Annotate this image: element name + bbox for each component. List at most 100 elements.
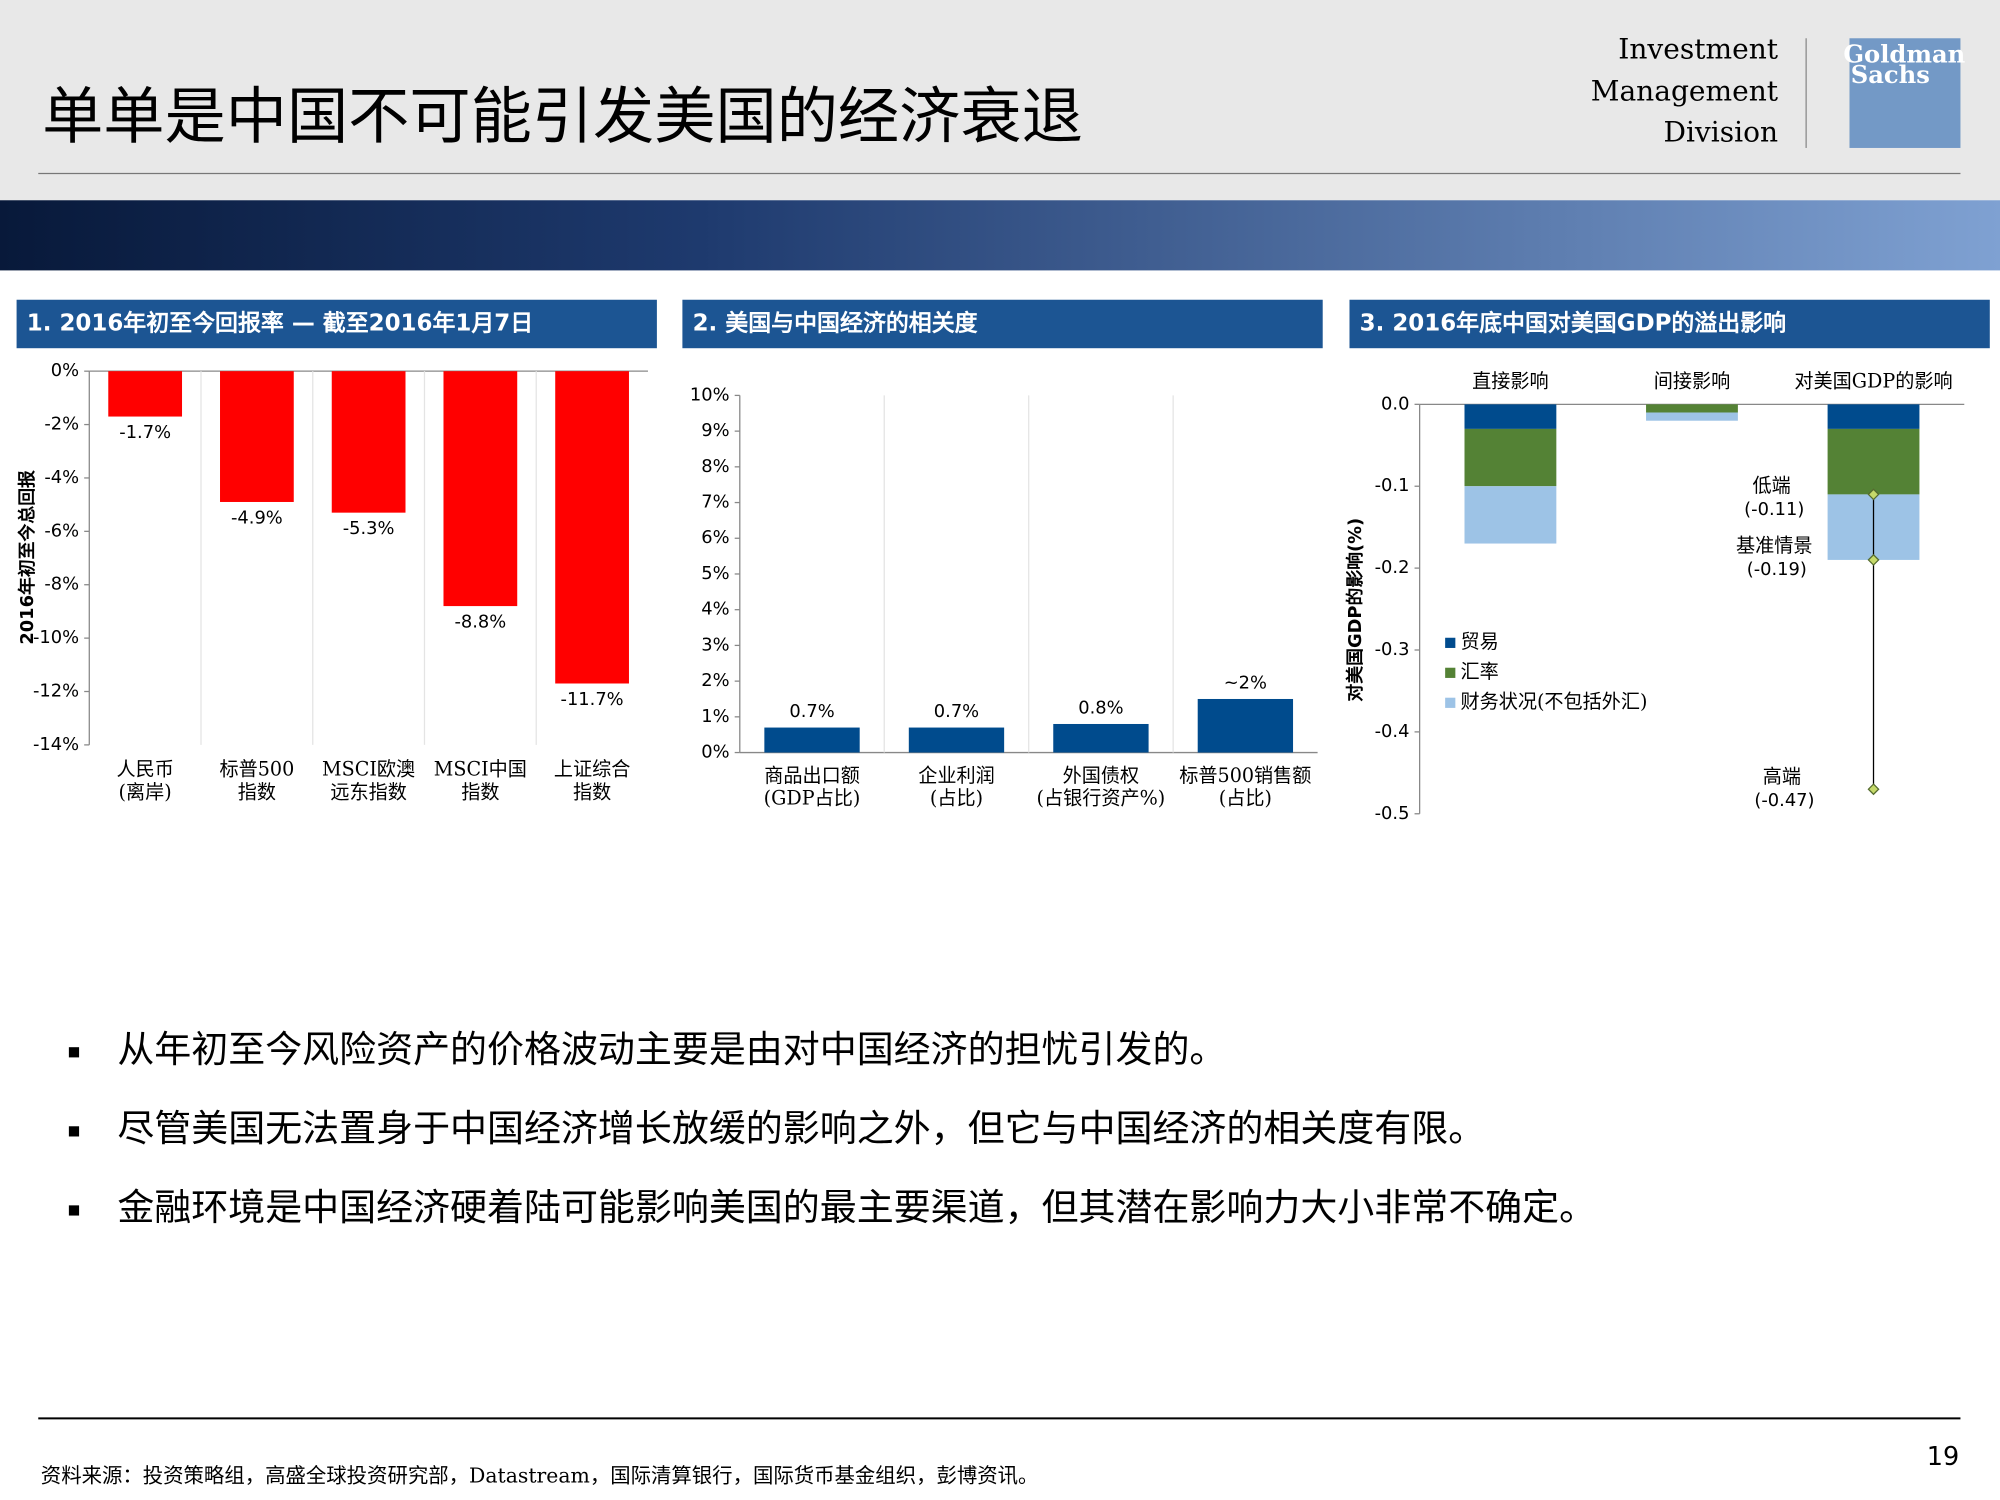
bar xyxy=(1197,698,1294,753)
y-tick-label: -12% xyxy=(33,681,79,702)
bar xyxy=(331,371,406,513)
y-tick-label: -0.5 xyxy=(1375,803,1410,824)
bar-segment xyxy=(1827,404,1920,429)
x-tick-label: 企业利润 xyxy=(918,764,995,787)
data-label: -1.7% xyxy=(119,422,171,443)
x-tick-label: 外国债权 xyxy=(1063,764,1140,787)
range-label: (-0.19) xyxy=(1747,559,1807,580)
data-label: 0.7% xyxy=(789,701,834,722)
data-label: -8.8% xyxy=(454,612,506,633)
range-name: 基准情景 xyxy=(1736,534,1813,557)
logo-text: Sachs xyxy=(1851,60,1930,89)
y-tick-label: -0.1 xyxy=(1375,475,1410,496)
category-label: 间接影响 xyxy=(1654,370,1731,393)
range-marker xyxy=(1867,488,1880,501)
panel-title: 1. 2016年初至今回报率 — 截至2016年1月7日 xyxy=(27,309,533,336)
legend-swatch xyxy=(1445,697,1456,708)
y-tick-label: -0.2 xyxy=(1375,557,1410,578)
y-tick-label: -0.3 xyxy=(1375,639,1410,660)
y-tick-label: -10% xyxy=(33,627,79,648)
page-number: 19 xyxy=(1927,1442,1959,1472)
y-tick-label: -8% xyxy=(44,574,79,595)
legend-label: 贸易 xyxy=(1460,630,1498,653)
bar-segment xyxy=(1464,428,1557,487)
y-tick-label: 2% xyxy=(701,670,729,691)
range-marker xyxy=(1867,783,1880,796)
x-tick-label: (GDP占比) xyxy=(764,787,861,810)
legend-label: 财务状况(不包括外汇) xyxy=(1460,690,1647,713)
bar-segment xyxy=(1464,404,1557,429)
range-marker xyxy=(1867,553,1880,566)
bullets: 从年初至今风险资产的价格波动主要是由对中国经济的担忧引发的。尽管美国无法置身于中… xyxy=(68,1028,1596,1229)
bullet-text: 金融环境是中国经济硬着陆可能影响美国的最主要渠道，但其潜在影响力大小非常不确定。 xyxy=(117,1186,1596,1229)
category-label: 直接影响 xyxy=(1472,370,1548,393)
bar xyxy=(220,371,294,502)
y-tick-label: 3% xyxy=(701,634,729,655)
x-tick-label: MSCI欧澳 xyxy=(322,757,415,780)
y-tick-label: -4% xyxy=(44,467,79,488)
division-text: Investment xyxy=(1618,33,1779,66)
range-name: 低端 xyxy=(1753,474,1791,497)
x-tick-label: 指数 xyxy=(461,780,499,803)
data-label: 0.8% xyxy=(1078,698,1123,719)
y-tick-label: -6% xyxy=(44,520,79,541)
y-tick-label: -2% xyxy=(44,414,79,435)
legend-label: 汇率 xyxy=(1460,660,1498,683)
bullet-text: 尽管美国无法置身于中国经济增长放缓的影响之外，但它与中国经济的相关度有限。 xyxy=(117,1107,1485,1150)
source-note: 资料来源：投资策略组，高盛全球投资研究部，Datastream，国际清算银行，国… xyxy=(41,1464,1039,1488)
range-label: (-0.47) xyxy=(1754,790,1814,811)
range-name: 高端 xyxy=(1763,765,1801,788)
logo xyxy=(1849,38,1961,148)
category-label: 对美国GDP的影响 xyxy=(1794,370,1952,393)
legend-swatch xyxy=(1445,667,1456,678)
bar-segment xyxy=(1464,486,1557,544)
y-tick-label: 8% xyxy=(701,456,729,477)
bullet-marker xyxy=(68,1047,80,1058)
panel-header xyxy=(16,299,657,349)
bar-segment xyxy=(1827,428,1920,495)
charts: 1. 2016年初至今回报率 — 截至2016年1月7日 0% -2% -4% -6% -… xyxy=(16,299,1990,824)
x-tick-label: 上证综合 xyxy=(554,757,630,780)
x-tick-label: 商品出口额 xyxy=(764,764,860,787)
x-tick-label: 标普500销售额 xyxy=(1179,764,1311,787)
panel-header xyxy=(1349,299,1990,349)
panel-title: 3. 2016年底中国对美国GDP的溢出影响 xyxy=(1360,309,1786,336)
bar xyxy=(1053,723,1149,753)
bullet-marker xyxy=(68,1126,80,1137)
bar xyxy=(443,371,518,607)
data-label: -11.7% xyxy=(561,689,624,710)
y-tick-label: 9% xyxy=(701,420,729,441)
range-label: (-0.11) xyxy=(1744,499,1804,520)
x-tick-label: MSCI中国 xyxy=(434,757,527,780)
y-tick-label: 7% xyxy=(701,492,729,513)
y-axis-label: 2016年初至今总回报 xyxy=(16,470,38,645)
division-text: Management xyxy=(1591,75,1779,108)
y-tick-label: 0% xyxy=(51,360,79,381)
slide-title: 单单是中国不可能引发美国的经济衰退 xyxy=(42,81,1083,152)
division-text: Division xyxy=(1663,115,1778,148)
bar xyxy=(764,727,860,753)
y-tick-label: 6% xyxy=(701,527,729,548)
data-label: -5.3% xyxy=(343,518,395,539)
y-tick-label: 5% xyxy=(701,563,729,584)
header-band xyxy=(0,200,2000,271)
x-tick-label: (占比) xyxy=(1219,787,1272,810)
x-tick-label: (占银行资产%) xyxy=(1037,787,1166,810)
x-tick-label: 远东指数 xyxy=(330,780,406,803)
bullet-text: 从年初至今风险资产的价格波动主要是由对中国经济的担忧引发的。 xyxy=(117,1028,1226,1071)
data-label: 0.7% xyxy=(934,701,979,722)
x-tick-label: 标普500 xyxy=(220,757,295,780)
y-tick-label: 1% xyxy=(701,706,729,727)
y-tick-label: 4% xyxy=(701,599,729,620)
bar xyxy=(108,371,183,417)
y-tick-label: -14% xyxy=(33,734,79,755)
y-tick-label: 0.0 xyxy=(1381,393,1409,414)
bar xyxy=(908,727,1005,753)
logo-text: Goldman xyxy=(1843,40,1965,69)
bullet-marker xyxy=(68,1205,80,1216)
panel-title: 2. 美国与中国经济的相关度 xyxy=(693,309,978,336)
legend-swatch xyxy=(1445,637,1456,648)
data-label: -4.9% xyxy=(231,508,283,529)
